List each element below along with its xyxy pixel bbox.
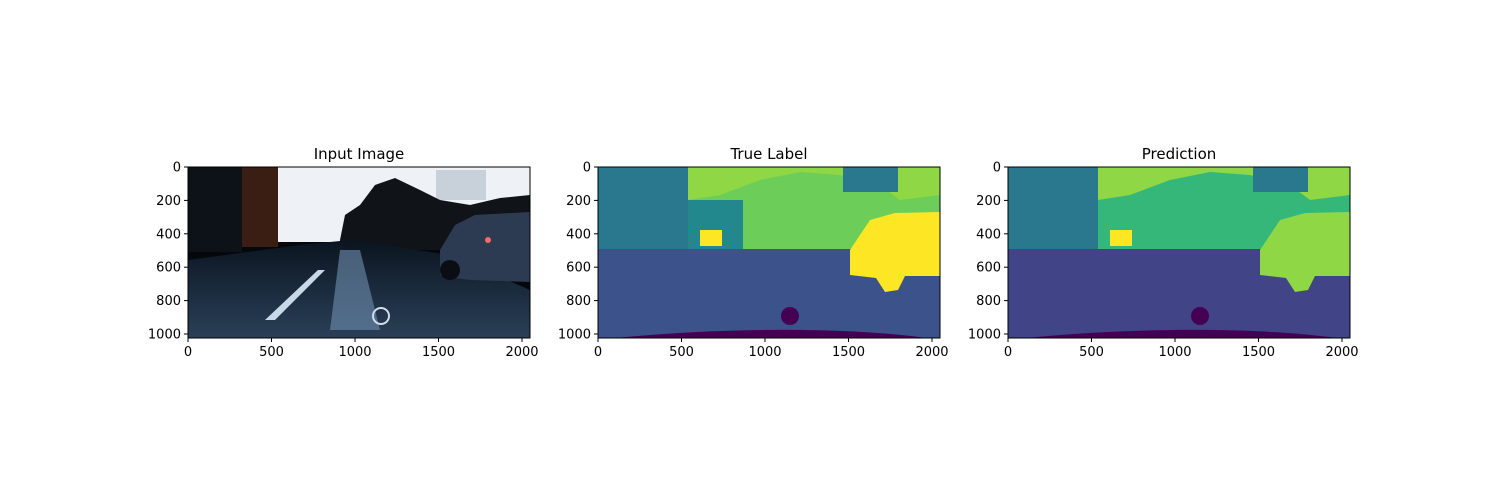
seg-ego-ornament [1191,307,1209,325]
x-axis: 0 500 1000 1500 2000 [594,338,949,360]
y-tick-label: 200 [566,194,591,209]
x-tick-label: 1500 [422,345,455,360]
y-tick-label: 400 [156,227,181,242]
y-tick-label: 200 [976,194,1001,209]
y-tick-label: 400 [976,227,1001,242]
photo-road-reflection [330,250,380,330]
photo-car-light [485,237,491,243]
seg-car [850,212,940,292]
prediction-segmentation [1008,167,1350,338]
y-tick-label: 1000 [558,327,591,342]
panel-input-image: Input Image 0 500 1000 1500 2000 0 200 400 600 8… [148,145,539,360]
photo-car [440,212,530,282]
y-axis: 0 200 400 600 800 1000 [968,161,1008,342]
x-tick-label: 1000 [338,345,371,360]
seg-ego-vehicle [616,329,927,338]
input-photo [188,167,530,338]
x-tick-label: 500 [1079,345,1104,360]
y-tick-label: 0 [993,161,1001,176]
seg-yellow-object [1110,230,1132,246]
x-tick-label: 500 [259,345,284,360]
panel-title: True Label [729,145,807,163]
axes-frame [597,166,941,339]
seg-building-left [598,167,688,249]
y-tick-label: 800 [566,294,591,309]
seg-yellow-object [700,230,722,246]
y-tick-label: 1000 [968,327,1001,342]
y-tick-label: 800 [156,294,181,309]
x-tick-label: 1500 [832,345,865,360]
true-label-segmentation [598,167,940,338]
axes-frame [187,166,531,339]
y-axis: 0 200 400 600 800 1000 [558,161,598,342]
y-tick-label: 800 [976,294,1001,309]
x-tick-label: 1000 [1158,345,1191,360]
x-tick-label: 2000 [505,345,538,360]
photo-building-right [436,170,486,200]
seg-building-right [843,167,898,192]
panel-prediction: Prediction 0 500 1000 1500 2000 0 200 400 600 80… [968,145,1359,360]
x-tick-label: 0 [184,345,192,360]
photo-building-far-left [188,167,242,252]
photo-car-wheel [440,260,460,280]
x-axis: 0 500 1000 1500 2000 [184,338,539,360]
panel-true-label: True Label 0 500 1000 1500 2000 0 200 400 600 80… [558,145,949,360]
panel-title: Input Image [314,145,405,163]
photo-building-left [242,167,278,247]
x-tick-label: 2000 [915,345,948,360]
x-tick-label: 0 [1004,345,1012,360]
y-axis: 0 200 400 600 800 1000 [148,161,188,342]
seg-building-right [1253,167,1308,192]
seg-ego-ornament [781,307,799,325]
y-tick-label: 600 [976,261,1001,276]
y-tick-label: 0 [583,161,591,176]
seg-ego-vehicle [1026,329,1337,338]
y-tick-label: 0 [173,161,181,176]
x-tick-label: 2000 [1325,345,1358,360]
axes-frame [1007,166,1351,339]
y-tick-label: 400 [566,227,591,242]
seg-car [1260,212,1350,292]
y-tick-label: 600 [566,261,591,276]
y-tick-label: 200 [156,194,181,209]
y-tick-label: 600 [156,261,181,276]
x-tick-label: 1000 [748,345,781,360]
photo-road-arrow [372,307,390,325]
photo-road-marking [265,270,325,320]
x-tick-label: 1500 [1242,345,1275,360]
x-tick-label: 0 [594,345,602,360]
seg-building-left [1008,167,1098,249]
x-axis: 0 500 1000 1500 2000 [1004,338,1359,360]
panel-title: Prediction [1142,145,1217,163]
x-tick-label: 500 [669,345,694,360]
y-tick-label: 1000 [148,327,181,342]
